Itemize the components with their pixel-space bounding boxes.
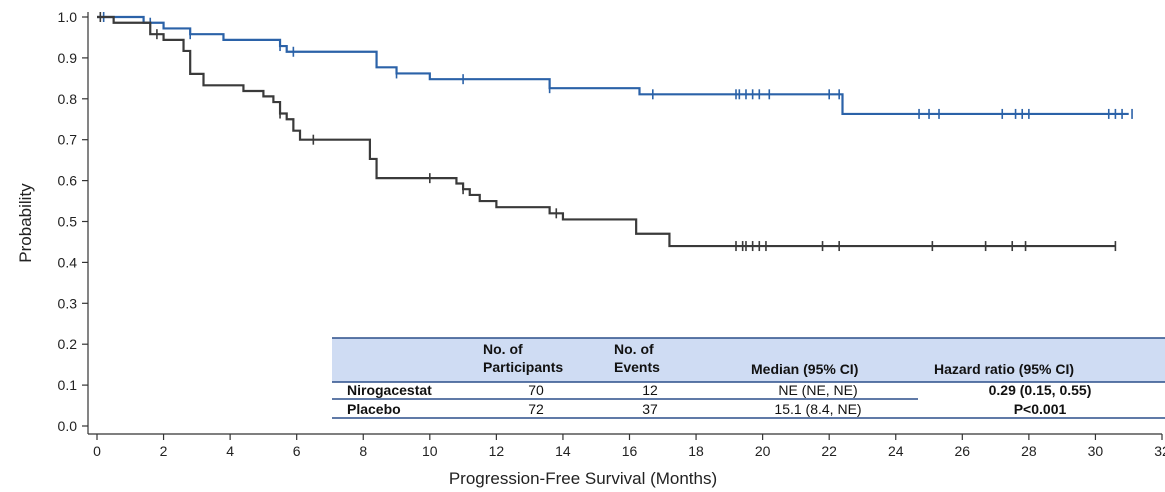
hdr-participants-2: Participants [483,359,563,375]
x-tick-label: 0 [93,443,101,459]
y-tick-label: 0.0 [58,418,78,434]
row2-participants: 72 [528,401,544,417]
x-tick-label: 20 [755,443,771,459]
hdr-hazard: Hazard ratio (95% CI) [934,361,1074,377]
x-tick-label: 2 [160,443,168,459]
summary-table: No. of Participants No. of Events Median… [332,337,1165,419]
x-axis-title: Progression-Free Survival (Months) [449,469,717,488]
x-tick-label: 32 [1154,443,1165,459]
y-tick-label: 0.4 [58,254,78,270]
series-layer [97,12,1133,252]
x-tick-label: 16 [622,443,638,459]
y-axis-title: Probability [16,183,35,263]
x-tick-label: 30 [1088,443,1104,459]
y-tick-label: 0.3 [58,295,78,311]
y-tick-label: 0.9 [58,50,78,66]
y-tick-label: 1.0 [58,9,78,25]
row2-median: 15.1 (8.4, NE) [774,401,861,417]
x-tick-label: 6 [293,443,301,459]
row1-events: 12 [642,382,658,398]
y-tick-label: 0.7 [58,132,78,148]
y-tick-label: 0.2 [58,336,78,352]
table-header-bg [332,338,1165,382]
p-value: P<0.001 [1014,401,1067,417]
y-tick-label: 0.6 [58,173,78,189]
x-tick-label: 8 [359,443,367,459]
x-tick-label: 12 [489,443,505,459]
y-tick-label: 0.5 [58,214,78,230]
hdr-events-2: Events [614,359,660,375]
y-tick-label: 0.1 [58,377,78,393]
row2-name: Placebo [347,401,401,417]
row1-participants: 70 [528,382,544,398]
y-tick-label: 0.8 [58,91,78,107]
hdr-median: Median (95% CI) [751,361,858,377]
x-tick-label: 10 [422,443,438,459]
x-tick-label: 14 [555,443,571,459]
hdr-participants-1: No. of [483,341,523,357]
series-line-nirogacestat [97,15,1129,116]
hazard-ratio-value: 0.29 (0.15, 0.55) [989,382,1092,398]
x-tick-label: 26 [955,443,971,459]
x-tick-label: 18 [688,443,704,459]
x-tick-label: 22 [821,443,837,459]
x-tick-label: 4 [226,443,234,459]
x-tick-label: 28 [1021,443,1037,459]
axes: 0.00.10.20.30.40.50.60.70.80.91.00 2 4 6 8 10… [58,9,1165,459]
row2-events: 37 [642,401,658,417]
row1-median: NE (NE, NE) [778,382,857,398]
hdr-events-1: No. of [614,341,654,357]
series-line-placebo [97,15,1116,248]
row1-name: Nirogacestat [347,382,432,398]
x-tick-label: 24 [888,443,904,459]
